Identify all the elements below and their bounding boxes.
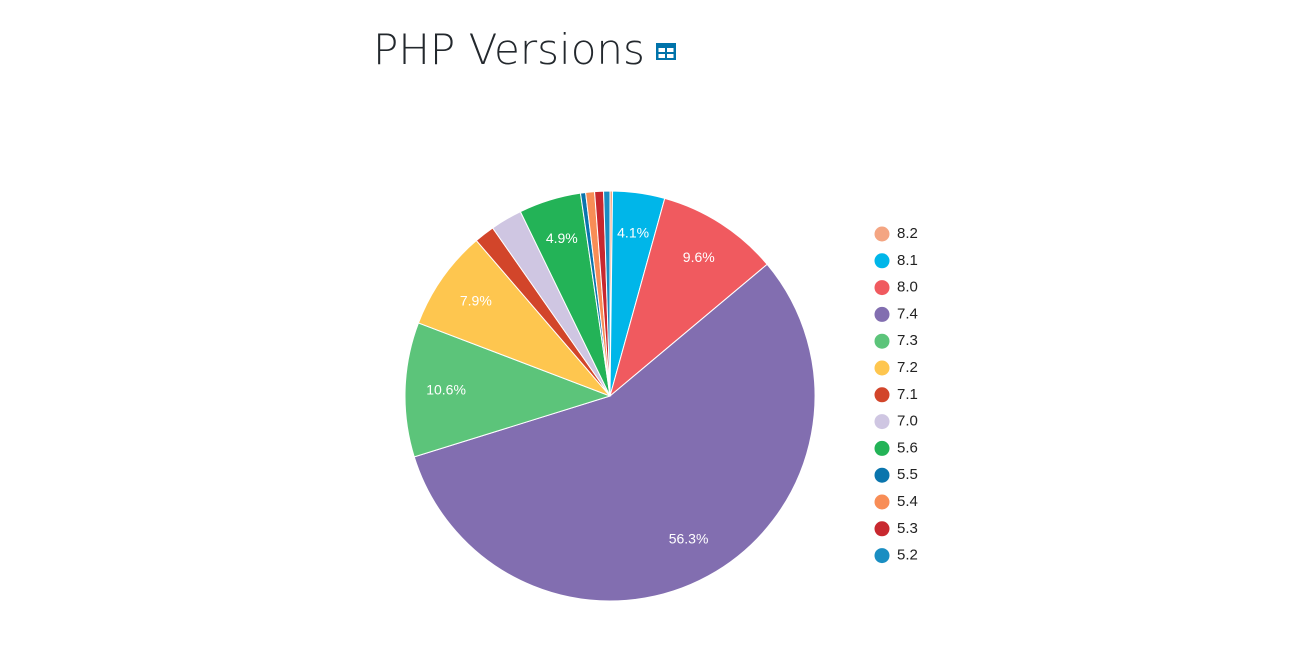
legend-label: 5.6 [897, 439, 918, 456]
pie-slice [404, 322, 612, 458]
legend-label: 7.2 [897, 359, 918, 376]
data-label: 9.6% [683, 249, 715, 265]
legend-swatch [874, 414, 890, 430]
pie-slice [603, 190, 611, 397]
pie-slice [609, 197, 768, 398]
legend-label: 7.3 [897, 332, 918, 349]
legend-swatch [874, 226, 890, 242]
legend-swatch [874, 280, 890, 296]
legend-swatch [874, 306, 890, 322]
data-label: 4.9% [546, 230, 578, 246]
legend-swatch [874, 333, 890, 349]
legend-label: 7.0 [897, 413, 918, 430]
legend-label: 7.4 [897, 305, 918, 322]
legend-label: 5.2 [897, 547, 918, 564]
legend-label: 8.2 [897, 225, 918, 242]
pie-slice [413, 263, 816, 602]
legend-swatch [874, 360, 890, 376]
legend-swatch [874, 521, 890, 537]
legend-swatch [874, 387, 890, 403]
legend-label: 5.5 [897, 466, 918, 483]
chart-title: PHP Versions [373, 25, 645, 74]
legend-label: 7.1 [897, 386, 918, 403]
legend-label: 8.1 [897, 252, 918, 269]
data-label: 56.3% [669, 531, 709, 547]
legend-swatch [874, 253, 890, 269]
data-label: 4.1% [617, 224, 649, 240]
legend-swatch [874, 548, 890, 564]
legend-label: 5.3 [897, 520, 918, 537]
pie-slice [417, 239, 611, 397]
legend-swatch [874, 494, 890, 510]
legend-label: 8.0 [897, 279, 918, 296]
data-label: 10.6% [426, 382, 466, 398]
data-label: 7.9% [460, 292, 492, 308]
legend-swatch [874, 467, 890, 483]
legend-swatch [874, 440, 890, 456]
legend-label: 5.4 [897, 493, 918, 510]
table-icon[interactable] [656, 43, 676, 60]
